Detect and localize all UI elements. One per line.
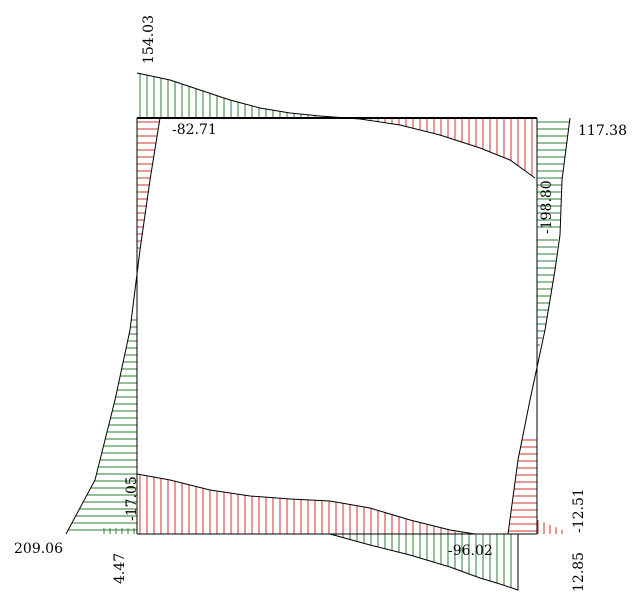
top-beam-outline	[136, 72, 536, 179]
bottom-beam-outline	[136, 473, 476, 535]
right-column-top-positive-hatch	[537, 121, 570, 228]
bottom-beam-right-outline	[329, 533, 519, 591]
left-column-negative-hatch	[137, 121, 160, 249]
right-column-middle-positive-hatch	[537, 239, 558, 346]
label-right-column-bottom: -12.51	[571, 488, 587, 533]
label-top-beam-min: -82.71	[172, 122, 217, 138]
label-left-column-bottom: 209.06	[14, 541, 63, 557]
label-right-column-top: -198.80	[539, 180, 555, 234]
left-column-outline	[65, 117, 161, 535]
top-beam-positive-hatch	[139, 73, 330, 118]
label-bottom-beam-right: -96.02	[448, 543, 493, 559]
bottom-beam-negative-hatch	[139, 474, 470, 534]
label-left-bottom-inner: -17.05	[124, 476, 140, 521]
support-detail-hatch	[103, 520, 563, 534]
label-top-left-peak: 154.03	[141, 15, 157, 64]
label-left-bottom-small: 4.47	[112, 553, 128, 584]
label-top-right-end: 117.38	[578, 123, 627, 139]
right-column-outline	[507, 117, 571, 535]
right-column-bottom-negative-hatch	[508, 439, 537, 532]
label-right-bottom-small: 12.85	[571, 552, 587, 592]
left-column-positive-hatch	[68, 319, 137, 531]
top-beam-negative-hatch	[335, 118, 533, 176]
